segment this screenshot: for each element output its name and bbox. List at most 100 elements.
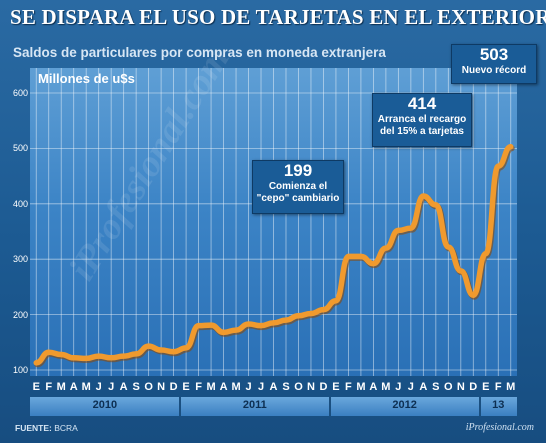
- x-tick-label: J: [108, 381, 115, 393]
- x-tick-label: S: [132, 381, 140, 393]
- x-tick-label: J: [245, 381, 252, 393]
- annotation-cepo: 199 Comienza el "cepo" cambiario: [252, 160, 344, 214]
- x-tick-label: D: [319, 381, 328, 393]
- x-tick-label: O: [444, 381, 453, 393]
- data-point: [158, 347, 164, 353]
- source-value: BCRA: [54, 423, 78, 433]
- x-axis-years: 2010 2011 2012 13: [30, 397, 517, 416]
- x-tick-label: J: [395, 381, 402, 393]
- x-tick-label: J: [407, 381, 414, 393]
- data-point: [458, 268, 464, 274]
- annotation-text-line: "cepo" cambiario: [256, 193, 340, 204]
- x-tick-label: M: [231, 381, 241, 393]
- year-label: 13: [492, 399, 505, 411]
- data-point: [33, 360, 39, 366]
- year-separator: [178, 397, 181, 416]
- x-tick-label: S: [282, 381, 290, 393]
- annotation-value: 503: [479, 45, 509, 64]
- data-point: [233, 327, 239, 333]
- x-tick-label: F: [345, 381, 352, 393]
- x-tick-label: E: [182, 381, 190, 393]
- x-tick-label: D: [169, 381, 178, 393]
- data-point: [283, 317, 289, 323]
- year-label: 2011: [242, 399, 267, 411]
- data-point: [408, 225, 414, 231]
- data-point: [183, 345, 189, 351]
- x-tick-label: A: [369, 381, 378, 393]
- data-point: [246, 321, 252, 327]
- data-point: [108, 355, 114, 361]
- source-note: FUENTE: BCRA: [15, 423, 78, 433]
- x-tick-label: J: [257, 381, 265, 393]
- x-tick-label: N: [456, 381, 465, 393]
- x-tick-label: F: [195, 381, 202, 393]
- y-axis-label: Millones de u$s: [38, 71, 135, 86]
- x-tick-label: A: [219, 381, 228, 393]
- x-tick-label: A: [419, 381, 428, 393]
- data-point: [46, 349, 52, 355]
- x-tick-label: D: [469, 381, 478, 393]
- data-point: [333, 298, 339, 304]
- data-point: [345, 253, 351, 259]
- data-point: [370, 261, 376, 267]
- x-tick-label: F: [494, 381, 502, 393]
- x-tick-label: E: [332, 381, 340, 393]
- y-tick-label: 100: [12, 365, 28, 375]
- data-point: [133, 351, 139, 357]
- annotation-text-line: Nuevo récord: [461, 65, 527, 76]
- x-tick-label: N: [157, 381, 166, 393]
- x-tick-label: E: [482, 381, 490, 393]
- annotation-recargo: 414 Arranca el recargo del 15% a tarjeta…: [372, 93, 472, 147]
- data-point: [96, 353, 102, 359]
- data-point: [258, 323, 264, 329]
- data-point: [58, 351, 64, 357]
- y-tick-label: 200: [12, 309, 28, 320]
- x-tick-label: N: [306, 381, 315, 393]
- x-tick-label: A: [269, 381, 278, 393]
- x-tick-label: A: [119, 381, 128, 393]
- y-tick-label: 300: [12, 254, 28, 265]
- annotation-value: 199: [283, 161, 313, 180]
- data-point: [196, 323, 202, 329]
- data-point: [508, 144, 514, 150]
- y-tick-label: 500: [12, 143, 28, 154]
- data-point: [358, 253, 364, 259]
- data-point: [320, 307, 326, 313]
- x-tick-label: M: [506, 381, 516, 393]
- x-tick-label: M: [56, 381, 66, 393]
- year-label: 2012: [392, 399, 417, 411]
- data-point: [383, 245, 389, 251]
- chart-title: SE DISPARA EL USO DE TARJETAS EN EL EXTE…: [10, 5, 546, 29]
- annotation-value: 414: [407, 94, 437, 113]
- data-point: [470, 292, 476, 298]
- chart-subtitle: Saldos de particulares por compras en mo…: [13, 45, 386, 60]
- year-label: 2010: [92, 399, 118, 411]
- x-tick-label: S: [432, 381, 440, 393]
- source-label: FUENTE:: [15, 423, 52, 433]
- x-tick-label: O: [144, 381, 153, 393]
- data-point: [71, 355, 77, 361]
- data-point: [121, 353, 127, 359]
- annotation-text-line: Arranca el recargo: [377, 114, 467, 125]
- x-tick-label: E: [32, 381, 40, 393]
- y-tick-label: 400: [12, 198, 28, 209]
- year-separator: [328, 397, 331, 416]
- annotation-text-line: Comienza el: [268, 181, 328, 192]
- data-point: [433, 202, 439, 208]
- x-tick-label: M: [356, 381, 366, 393]
- annotation-text-line: del 15% a tarjetas: [380, 126, 464, 137]
- data-point: [445, 244, 451, 250]
- data-point: [308, 310, 314, 316]
- data-point: [495, 163, 501, 169]
- year-separator: [478, 397, 481, 416]
- y-tick-label: 600: [12, 88, 28, 98]
- data-point: [395, 227, 401, 233]
- data-point: [295, 313, 301, 319]
- data-point: [483, 251, 489, 257]
- x-tick-label: O: [294, 381, 303, 393]
- data-point: [208, 322, 214, 328]
- data-point: [420, 193, 426, 199]
- x-tick-label: F: [45, 381, 53, 393]
- x-tick-label: M: [206, 381, 216, 393]
